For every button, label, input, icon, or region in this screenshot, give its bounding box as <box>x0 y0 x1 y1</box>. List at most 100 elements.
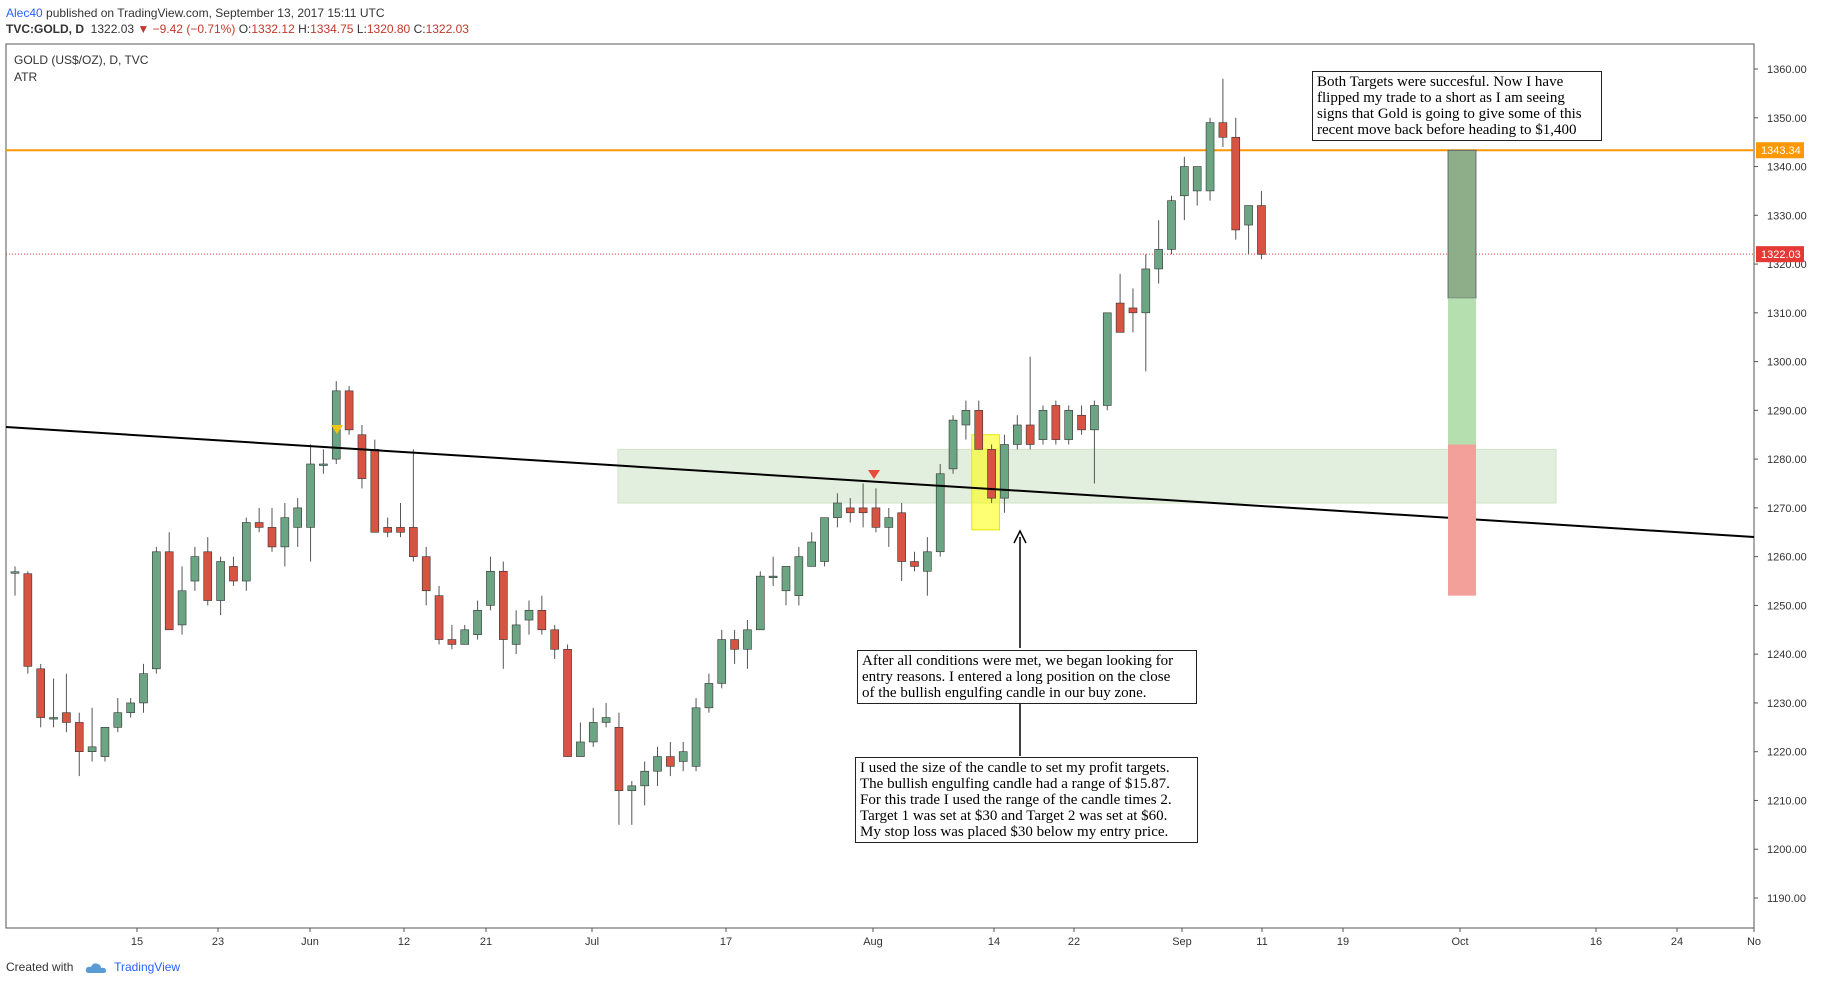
candle-body <box>1244 205 1253 226</box>
candle-body <box>961 410 971 426</box>
candle <box>884 507 894 547</box>
candle-body <box>627 785 637 792</box>
candle-body <box>49 717 58 720</box>
candle-body <box>537 609 547 631</box>
candle-body <box>678 751 688 762</box>
target-1-box <box>1448 298 1476 445</box>
footer: Created with TradingView <box>6 960 180 974</box>
x-tick-label: 23 <box>212 936 224 948</box>
candle <box>331 381 341 464</box>
candle <box>280 503 290 567</box>
candle <box>1141 254 1151 372</box>
candle-body <box>1102 312 1112 406</box>
candle-body <box>421 556 431 592</box>
candle-body <box>62 712 71 723</box>
candle-body <box>74 722 84 753</box>
high-label: H: <box>298 22 311 36</box>
candle <box>833 493 842 528</box>
candle-body <box>704 683 714 709</box>
candle-body <box>23 573 33 667</box>
candle-body <box>190 556 200 582</box>
candle <box>935 463 945 557</box>
candle-body <box>319 463 328 466</box>
candle <box>537 595 547 635</box>
y-tick-label: 1250.00 <box>1767 600 1807 612</box>
low-value: 1320.80 <box>366 22 411 36</box>
candle-body <box>794 556 804 596</box>
candle <box>10 566 20 596</box>
candle-body <box>383 527 392 533</box>
candle-body <box>1051 405 1061 440</box>
candle <box>49 678 58 728</box>
candle <box>794 546 804 606</box>
candle <box>113 698 123 733</box>
x-tick-label: 17 <box>720 936 732 948</box>
candle-body <box>897 512 906 562</box>
candle-body <box>730 639 739 650</box>
tradingview-link[interactable]: TradingView <box>114 960 181 974</box>
candle <box>409 449 418 562</box>
x-tick-label: 24 <box>1671 936 1683 948</box>
annotation-targets: I used the size of the candle to set my … <box>855 757 1198 843</box>
candle-body <box>126 702 135 713</box>
candle <box>23 571 33 674</box>
candle <box>717 629 727 689</box>
candle-body <box>935 473 945 553</box>
candle <box>961 400 971 440</box>
candle <box>1231 117 1241 240</box>
symbol-line: TVC:GOLD, D 1322.03 ▼ −9.42 (−0.71%) O:1… <box>6 22 469 36</box>
x-tick-label: 21 <box>480 936 492 948</box>
candle-body <box>1218 122 1228 138</box>
candle <box>164 532 174 631</box>
candle <box>254 507 264 533</box>
candle-body <box>1064 410 1073 440</box>
y-tick-label: 1260.00 <box>1767 552 1807 564</box>
candle-body <box>1154 249 1163 270</box>
candle <box>36 663 46 728</box>
candle-body <box>1128 307 1138 314</box>
candle-body <box>858 507 868 514</box>
marker-triangle-icon <box>331 425 343 434</box>
candle-body <box>1025 424 1035 445</box>
price-label-box <box>1756 246 1804 263</box>
y-tick-label: 1310.00 <box>1767 308 1807 320</box>
pane-title: GOLD (US$/OZ), D, TVC <box>14 53 149 67</box>
candle <box>87 707 97 762</box>
candle <box>177 566 187 635</box>
arrow-head-icon <box>1013 529 1027 544</box>
candle-body <box>768 575 778 578</box>
candle-body <box>306 463 315 528</box>
candle-body <box>216 561 225 601</box>
candle-body <box>1205 122 1215 192</box>
candle <box>1218 78 1228 148</box>
candle-body <box>229 566 238 582</box>
candle <box>139 663 148 713</box>
y-tick-label: 1340.00 <box>1767 162 1807 174</box>
x-tick-label: 15 <box>131 936 143 948</box>
candle-body <box>139 673 148 704</box>
candle-body <box>242 522 251 582</box>
x-tick-label: 14 <box>988 936 1000 948</box>
candle-body <box>1141 268 1151 314</box>
candle-body <box>152 551 161 670</box>
candle-body <box>717 639 727 684</box>
candle-body <box>781 566 791 592</box>
author-link[interactable]: Alec40 <box>6 6 43 20</box>
x-tick-label: Jul <box>585 936 599 948</box>
candle <box>306 444 315 562</box>
candle <box>1077 405 1086 435</box>
stop-loss-box <box>1448 444 1476 596</box>
candle-body <box>923 551 932 572</box>
candle-body <box>344 390 354 431</box>
symbol-name[interactable]: TVC:GOLD, D <box>6 22 84 36</box>
candle <box>576 722 585 757</box>
candle <box>1051 400 1061 445</box>
candle-body <box>640 770 649 787</box>
candle-body <box>203 551 213 601</box>
candle <box>203 537 213 606</box>
low-label: L: <box>356 22 367 36</box>
candle <box>653 746 662 786</box>
candle-body <box>820 517 829 562</box>
candle <box>447 624 457 650</box>
